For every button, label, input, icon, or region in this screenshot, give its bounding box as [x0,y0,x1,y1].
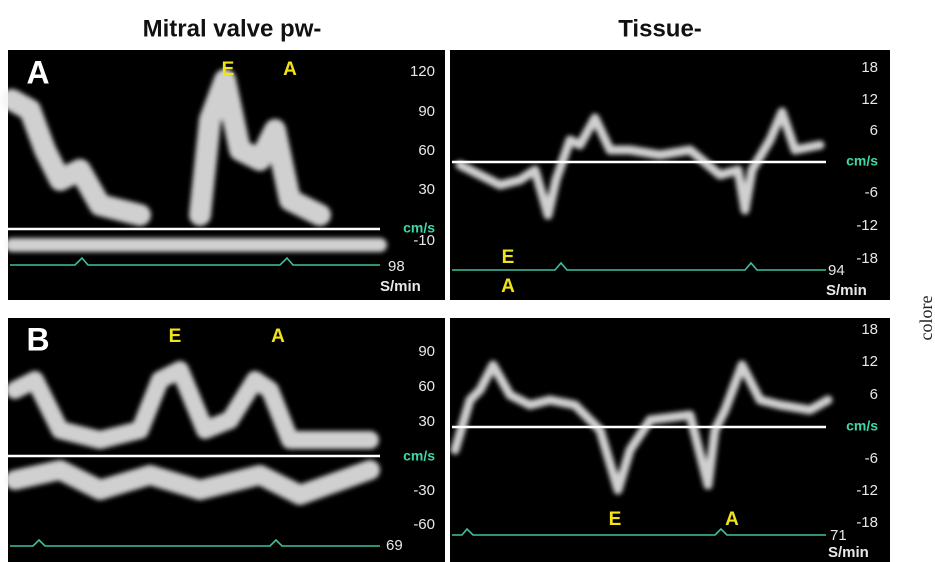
scale-label: -6 [865,450,878,467]
ecg-trace [452,527,826,536]
rate-unit: S/min [828,544,869,561]
scale-label: 6 [870,122,878,139]
scale-label: -12 [856,482,878,499]
scale-label: 90 [418,343,435,360]
scale-label: 60 [418,142,435,159]
ecg-trace [452,261,826,271]
panel-label: B [26,321,49,357]
scale-label: -60 [413,516,435,533]
scale-label: 120 [410,63,435,80]
rate-unit: S/min [826,282,867,299]
scale-label: -10 [413,232,435,249]
scale-label: cm/s [403,448,435,464]
wave-marker: A [283,59,297,80]
scale-label: 12 [861,91,878,108]
ecg-trace [10,538,380,547]
wave-marker: E [502,247,515,268]
side-text: colore [916,296,935,341]
tissue-image [450,318,890,562]
scale-label: 18 [861,59,878,76]
heart-rate: 71 [830,527,847,544]
scale-label: 60 [418,378,435,395]
scale-label: cm/s [846,418,878,434]
doppler-signal [1,69,387,505]
scale-label: cm/s [403,220,435,236]
scale-label: 12 [861,353,878,370]
scale-label: -30 [413,482,435,499]
scale-label: -12 [856,217,878,234]
rate-unit: S/min [380,278,421,295]
scale-label: -18 [856,250,878,267]
ecg-trace [10,256,380,266]
wave-marker: A [501,276,515,297]
scale-label: 18 [861,321,878,338]
heart-rate: 94 [828,262,845,279]
wave-marker: A [271,326,285,347]
tissue-image [450,50,890,300]
right-title: Tissue- [618,15,702,42]
scale-label: 30 [418,413,435,430]
heart-rate: 98 [388,258,405,275]
wave-marker: E [169,326,182,347]
left-title: Mitral valve pw- [143,15,322,42]
scale-label: 90 [418,103,435,120]
scale-label: -18 [856,514,878,531]
wave-marker: A [725,509,739,530]
panel-label: A [26,54,49,90]
wave-marker: E [222,59,235,80]
scale-label: cm/s [846,153,878,169]
wave-marker: E [609,509,622,530]
heart-rate: 69 [386,537,403,554]
scale-label: -6 [865,184,878,201]
tissue-signal [450,107,833,495]
scale-label: 6 [870,386,878,403]
scale-label: 30 [418,181,435,198]
